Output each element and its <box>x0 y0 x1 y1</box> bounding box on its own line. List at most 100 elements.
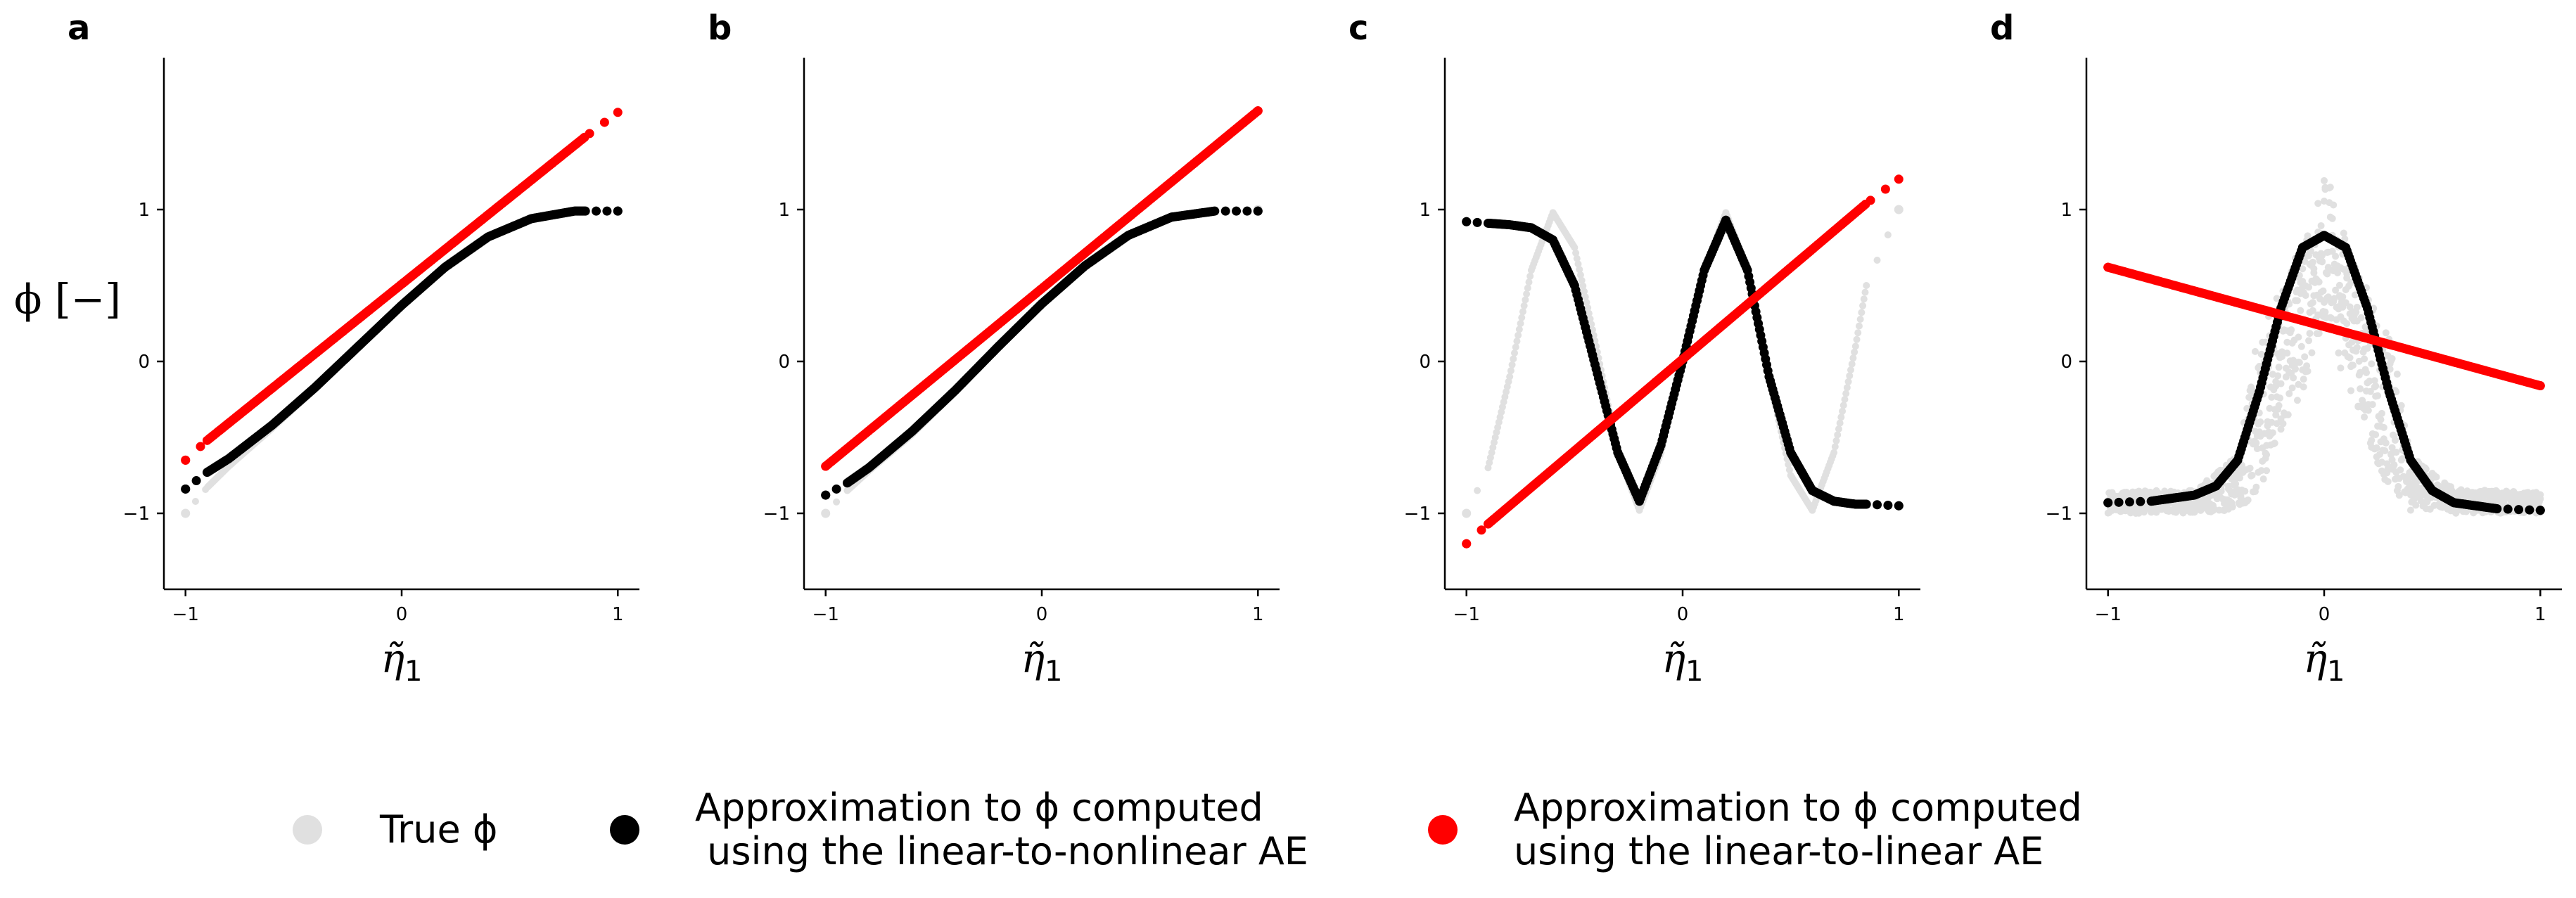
data-point <box>2366 377 2373 385</box>
data-point <box>2382 439 2390 447</box>
data-point <box>1519 308 1526 316</box>
data-point <box>1242 206 1252 216</box>
data-point <box>1522 296 1529 304</box>
data-point <box>1848 360 1856 368</box>
data-point <box>1854 329 1862 337</box>
data-point <box>1515 331 1522 339</box>
data-point <box>1834 431 1842 439</box>
data-point <box>2359 400 2367 408</box>
data-point <box>2299 265 2307 273</box>
x-tick-label: −1 <box>1453 604 1480 625</box>
legend-marker <box>1428 815 1458 845</box>
y-tick-label: −1 <box>2046 503 2072 525</box>
x-tick-label: 0 <box>1036 604 1048 625</box>
data-point <box>2305 337 2313 345</box>
data-point <box>2232 480 2240 487</box>
data-point <box>613 108 623 117</box>
data-point <box>1210 206 1220 216</box>
data-point <box>2368 401 2376 409</box>
data-point <box>1579 282 1587 290</box>
data-point <box>1523 290 1531 297</box>
data-point <box>2303 362 2311 370</box>
y-tick-label: 1 <box>778 200 790 221</box>
data-point <box>1578 276 1586 284</box>
series-linear <box>2103 262 2545 391</box>
data-point <box>2406 506 2414 514</box>
data-point <box>1846 372 1854 380</box>
data-point <box>2349 361 2357 369</box>
series-group <box>2103 177 2545 517</box>
data-point <box>2273 295 2281 302</box>
data-point <box>2306 330 2314 338</box>
data-point <box>2382 329 2390 337</box>
data-point <box>2393 371 2401 378</box>
data-point <box>2273 420 2281 428</box>
data-point <box>2241 487 2249 495</box>
data-point <box>1474 487 1481 494</box>
data-point <box>2492 504 2502 514</box>
y-tick-label: 0 <box>138 352 150 373</box>
data-point <box>1583 299 1590 306</box>
data-point <box>2414 484 2422 492</box>
data-point <box>2348 338 2356 346</box>
data-point <box>1844 378 1852 385</box>
data-point <box>2357 385 2364 392</box>
data-point <box>1863 282 1870 289</box>
data-point <box>2257 467 2265 475</box>
data-point <box>1507 367 1515 375</box>
x-tick-label: −1 <box>2095 604 2122 625</box>
data-point <box>2373 444 2380 451</box>
data-point <box>2368 437 2376 444</box>
x-axis-label: η̃1 <box>2303 636 2345 688</box>
data-point <box>1866 195 1875 205</box>
data-point <box>2309 299 2316 307</box>
data-point <box>2361 355 2368 363</box>
x-tick-label: 0 <box>2319 604 2330 625</box>
data-point <box>2253 445 2261 453</box>
data-point <box>2257 418 2264 425</box>
data-point <box>1880 184 1890 194</box>
data-point <box>2308 349 2316 357</box>
data-point <box>2248 471 2256 479</box>
x-tick-label: 0 <box>396 604 408 625</box>
data-point <box>1855 322 1863 330</box>
data-point <box>2304 232 2312 240</box>
data-point <box>2309 307 2316 314</box>
data-point <box>2274 372 2282 380</box>
x-tick-label: 1 <box>2534 604 2546 625</box>
data-point <box>2302 292 2309 300</box>
legend-label: Approximation to ϕ computed using the lin… <box>1514 785 2082 873</box>
data-point <box>2357 368 2364 376</box>
y-tick-label: −1 <box>123 503 150 525</box>
data-point <box>2324 293 2332 301</box>
data-point <box>2347 387 2355 395</box>
data-point <box>2332 286 2340 294</box>
data-point <box>821 461 831 471</box>
data-point <box>1861 499 1871 509</box>
data-point <box>1253 106 1263 116</box>
y-tick-label: −1 <box>1404 503 1431 525</box>
data-point <box>2284 411 2292 418</box>
data-point <box>1517 320 1524 327</box>
data-point <box>2353 303 2361 311</box>
data-point <box>2374 392 2382 399</box>
data-point <box>1508 361 1516 368</box>
x-axis-label: η̃1 <box>1662 636 1703 688</box>
data-point <box>2292 365 2300 373</box>
data-point <box>2395 482 2402 490</box>
data-point <box>1836 419 1844 427</box>
x-tick-label: 1 <box>612 604 624 625</box>
data-point <box>2372 382 2380 390</box>
x-axis-label: η̃1 <box>1021 636 1062 688</box>
data-point <box>2388 354 2396 362</box>
data-point <box>1894 501 1904 511</box>
panel-letter: b <box>708 8 732 48</box>
data-point <box>1462 508 1472 518</box>
x-tick-label: −1 <box>172 604 199 625</box>
data-point <box>1513 338 1521 345</box>
data-point <box>1785 461 1792 468</box>
data-point <box>2353 344 2361 352</box>
data-point <box>1837 413 1845 421</box>
